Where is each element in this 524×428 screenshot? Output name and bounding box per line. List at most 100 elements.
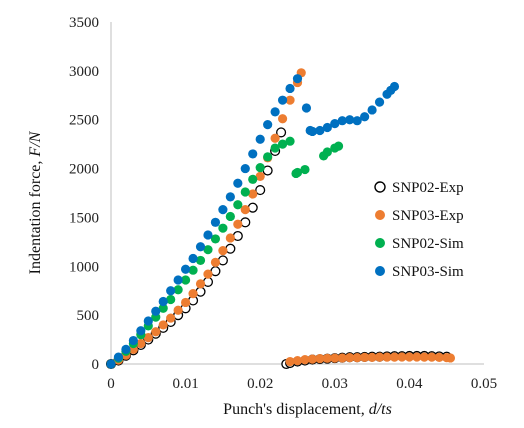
data-point: [263, 120, 273, 130]
data-point: [345, 353, 355, 363]
x-axis-title: Punch's displacement, d/ts: [223, 401, 392, 418]
data-point: [233, 200, 243, 210]
data-point: [292, 74, 303, 84]
data-point: [195, 255, 206, 266]
data-point: [315, 125, 325, 136]
data-point: [419, 352, 429, 362]
legend-item-snp03-exp: SNP03-Exp: [375, 208, 464, 224]
data-point: [173, 285, 183, 295]
legend-item-snp02-sim: SNP02-Sim: [375, 236, 464, 252]
x-tick-labels: 0 0.01 0.02 0.03 0.04 0.05: [107, 376, 497, 392]
data-point: [233, 178, 243, 188]
data-point: [225, 233, 235, 243]
legend-marker: [375, 238, 385, 248]
data-point: [360, 352, 370, 362]
data-point: [292, 355, 303, 366]
data-point: [374, 97, 385, 107]
x-tick-label: 0.04: [396, 376, 423, 392]
data-point: [333, 141, 344, 151]
data-point: [225, 192, 235, 202]
legend-item-snp03-sim: SNP03-Sim: [375, 264, 464, 280]
data-point: [270, 133, 280, 143]
data-point: [158, 320, 168, 330]
y-tick-label: 500: [77, 308, 100, 324]
data-point: [255, 185, 266, 196]
data-point: [166, 286, 176, 296]
data-point: [225, 211, 235, 222]
data-point: [285, 83, 295, 94]
legend: SNP02-Exp SNP03-Exp SNP02-Sim SNP03-Sim: [374, 180, 464, 280]
legend-marker: [374, 181, 386, 193]
data-point: [151, 327, 161, 337]
data-point: [270, 107, 280, 117]
data-point: [255, 162, 265, 173]
series-snp02-sim: [106, 136, 344, 369]
legend-marker: [375, 210, 385, 220]
y-tick-label: 1000: [69, 259, 99, 275]
data-point: [248, 189, 258, 199]
data-point: [113, 352, 124, 362]
data-point: [151, 306, 161, 316]
x-tick-label: 0: [107, 376, 115, 392]
data-point: [270, 143, 280, 153]
data-point: [166, 313, 176, 323]
data-point: [382, 352, 392, 362]
data-point: [210, 217, 221, 227]
x-axis-title-prefix: Punch's displacement,: [223, 401, 369, 418]
y-axis-title: Indentation force, F/N: [27, 130, 44, 274]
data-point: [218, 223, 228, 233]
data-point: [188, 289, 198, 299]
y-axis-title-prefix: Indentation force,: [27, 157, 44, 275]
data-point: [128, 335, 138, 346]
data-point: [412, 352, 422, 362]
data-point: [106, 359, 116, 369]
data-point: [210, 257, 221, 267]
data-point: [181, 275, 191, 285]
data-point: [263, 152, 273, 162]
legend-label: SNP02-Sim: [392, 236, 464, 252]
y-tick-label: 2500: [69, 113, 99, 129]
data-point: [181, 297, 191, 308]
data-point: [255, 134, 265, 144]
data-point: [136, 326, 146, 336]
data-point: [188, 253, 198, 264]
data-point: [121, 344, 131, 354]
x-axis-title-symbol: d/ts: [369, 401, 392, 418]
x-tick-label: 0.02: [247, 376, 273, 392]
data-point: [277, 114, 288, 124]
y-tick-label: 3000: [69, 64, 99, 80]
y-tick-label: 2000: [69, 162, 99, 178]
data-point: [315, 354, 325, 364]
data-point: [397, 352, 407, 362]
data-point: [389, 81, 400, 92]
data-point: [404, 352, 414, 362]
data-point: [322, 122, 332, 133]
data-point: [285, 356, 295, 367]
data-point: [277, 139, 288, 149]
data-point: [158, 296, 168, 307]
data-point: [345, 115, 355, 125]
legend-label: SNP03-Exp: [392, 208, 464, 224]
data-point: [322, 353, 332, 363]
data-point: [322, 147, 332, 157]
data-point: [337, 116, 347, 126]
data-point: [173, 305, 183, 315]
data-point: [158, 303, 168, 313]
y-tick-label: 3500: [69, 15, 99, 31]
data-point: [307, 354, 318, 364]
legend-item-snp02-exp: SNP02-Exp: [374, 180, 464, 196]
x-tick-label: 0.05: [471, 376, 497, 392]
data-point: [210, 234, 221, 244]
data-point: [136, 338, 146, 349]
data-point: [181, 264, 191, 274]
data-point: [374, 352, 385, 362]
data-point: [240, 187, 250, 197]
data-point: [203, 269, 213, 279]
data-point: [427, 352, 437, 362]
data-point: [188, 265, 198, 275]
data-point: [285, 95, 295, 105]
data-point: [300, 164, 310, 175]
data-point: [203, 230, 213, 240]
data-point: [143, 316, 153, 326]
data-point: [367, 352, 377, 362]
